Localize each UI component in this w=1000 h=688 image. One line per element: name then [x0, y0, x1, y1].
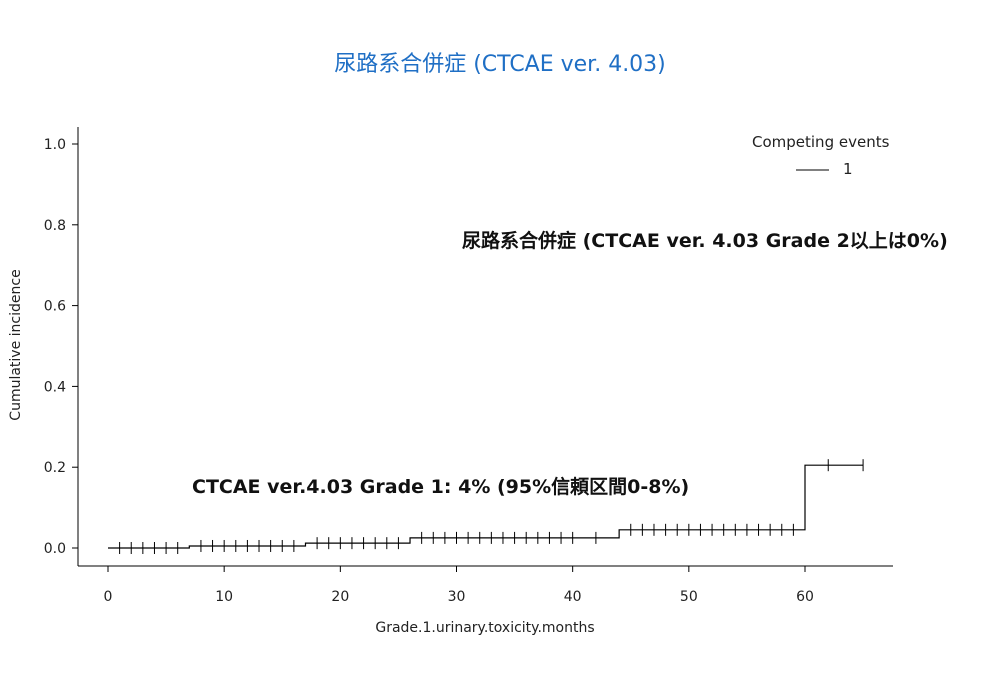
cumulative-incidence-step-line	[108, 464, 864, 549]
x-tick-label: 0	[104, 589, 113, 605]
x-tick-label: 10	[215, 589, 233, 605]
x-axis-label: Grade.1.urinary.toxicity.months	[375, 620, 595, 636]
grade2-annotation: 尿路系合併症 (CTCAE ver. 4.03 Grade 2以上は0%)	[462, 230, 948, 252]
y-axis-label: Cumulative incidence	[8, 269, 24, 421]
legend-title: Competing events	[752, 133, 890, 151]
y-tick-label: 0.2	[44, 460, 66, 476]
grade1-annotation: CTCAE ver.4.03 Grade 1: 4% (95%信頼区間0-8%)	[192, 476, 690, 498]
x-tick-label: 50	[680, 589, 698, 605]
y-tick-label: 1.0	[44, 137, 66, 153]
x-tick-label: 40	[564, 589, 582, 605]
x-tick-label: 30	[448, 589, 466, 605]
x-tick-label: 20	[331, 589, 349, 605]
page-title: 尿路系合併症 (CTCAE ver. 4.03)	[334, 52, 666, 77]
y-tick-label: 0.4	[44, 379, 66, 395]
legend-entry-label: 1	[843, 160, 853, 178]
x-tick-label: 60	[796, 589, 814, 605]
y-tick-label: 0.8	[44, 218, 66, 234]
y-tick-label: 0.6	[44, 299, 66, 315]
y-tick-label: 0.0	[44, 541, 66, 557]
